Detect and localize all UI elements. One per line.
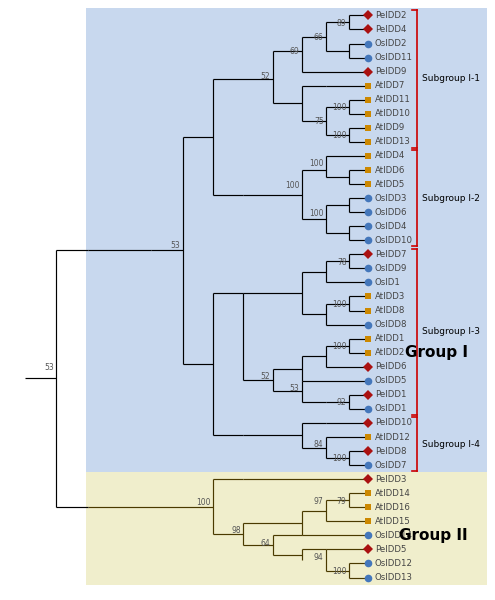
Text: OsIDD2: OsIDD2 <box>375 39 407 48</box>
Text: AtIDD9: AtIDD9 <box>375 124 405 133</box>
Text: 84: 84 <box>314 440 324 449</box>
Text: 100: 100 <box>332 131 346 140</box>
Text: Group I: Group I <box>405 345 468 360</box>
Text: OsIDD4: OsIDD4 <box>375 222 407 231</box>
Text: OsIDD1: OsIDD1 <box>375 404 407 413</box>
Text: 92: 92 <box>337 398 346 407</box>
Text: 53: 53 <box>290 384 299 393</box>
Text: Group II: Group II <box>399 528 468 543</box>
Text: OsIDD13: OsIDD13 <box>375 573 413 582</box>
Text: 64: 64 <box>260 539 270 548</box>
Text: OsIDD9: OsIDD9 <box>375 264 407 273</box>
Text: OsIDD7: OsIDD7 <box>375 461 407 470</box>
Text: 100: 100 <box>332 103 346 112</box>
Text: 52: 52 <box>260 73 270 82</box>
Text: AtIDD3: AtIDD3 <box>375 292 405 301</box>
Text: 100: 100 <box>309 209 324 218</box>
Text: AtIDD5: AtIDD5 <box>375 179 405 188</box>
Text: OsIDD8: OsIDD8 <box>375 320 407 329</box>
Text: AtIDD1: AtIDD1 <box>375 334 405 343</box>
Text: 98: 98 <box>231 526 241 535</box>
Text: 94: 94 <box>314 553 324 562</box>
Text: PeIDD9: PeIDD9 <box>375 67 406 76</box>
Text: 79: 79 <box>337 497 346 506</box>
Text: Subgroup I-2: Subgroup I-2 <box>422 194 480 203</box>
Text: 100: 100 <box>285 181 299 190</box>
Text: OsID1: OsID1 <box>375 278 400 287</box>
Text: AtIDD12: AtIDD12 <box>375 433 410 442</box>
Text: PeIDD10: PeIDD10 <box>375 418 412 427</box>
Text: AtIDD6: AtIDD6 <box>375 166 405 175</box>
Text: 100: 100 <box>332 454 346 463</box>
Text: 53: 53 <box>44 364 54 373</box>
Text: Subgroup I-4: Subgroup I-4 <box>422 440 480 449</box>
Text: AtIDD8: AtIDD8 <box>375 306 405 315</box>
Text: AtIDD15: AtIDD15 <box>375 517 410 526</box>
Text: 100: 100 <box>332 342 346 351</box>
Text: 69: 69 <box>290 47 299 56</box>
Text: 78: 78 <box>337 257 346 266</box>
Text: AtIDD10: AtIDD10 <box>375 109 410 118</box>
Text: Subgroup I-3: Subgroup I-3 <box>422 327 480 336</box>
Text: PeIDD8: PeIDD8 <box>375 446 406 455</box>
Text: AtIDD4: AtIDD4 <box>375 151 405 160</box>
Bar <box>87 472 488 584</box>
Text: AtIDD13: AtIDD13 <box>375 137 410 146</box>
Text: 100: 100 <box>332 300 346 309</box>
Text: 75: 75 <box>314 117 324 126</box>
Text: AtIDD7: AtIDD7 <box>375 81 405 90</box>
Text: AtIDD16: AtIDD16 <box>375 503 410 512</box>
Text: AtIDD2: AtIDD2 <box>375 348 405 357</box>
Text: 97: 97 <box>314 497 324 506</box>
Text: 100: 100 <box>196 497 210 506</box>
Text: AtIDD14: AtIDD14 <box>375 489 410 498</box>
Text: PeIDD7: PeIDD7 <box>375 250 406 259</box>
Text: 52: 52 <box>260 372 270 381</box>
Text: OsIDD5: OsIDD5 <box>375 376 407 385</box>
Text: PeIDD4: PeIDD4 <box>375 25 406 34</box>
Text: PeIDD3: PeIDD3 <box>375 475 406 484</box>
Text: 100: 100 <box>332 567 346 576</box>
Text: PeIDD6: PeIDD6 <box>375 362 406 371</box>
Text: PeIDD5: PeIDD5 <box>375 545 406 554</box>
Text: Subgroup I-1: Subgroup I-1 <box>422 74 480 83</box>
Text: PeIDD1: PeIDD1 <box>375 391 406 400</box>
Text: OsIDD11: OsIDD11 <box>375 53 413 62</box>
Text: 53: 53 <box>170 241 180 250</box>
Text: 100: 100 <box>309 160 324 169</box>
Text: OsIDD12: OsIDD12 <box>375 559 413 568</box>
Bar <box>87 8 488 472</box>
Text: OsIDD3: OsIDD3 <box>375 194 407 203</box>
Text: OsIDD14: OsIDD14 <box>375 531 413 540</box>
Text: PeIDD2: PeIDD2 <box>375 11 406 20</box>
Text: OsIDD6: OsIDD6 <box>375 208 407 217</box>
Text: AtIDD11: AtIDD11 <box>375 95 410 104</box>
Text: 89: 89 <box>337 19 346 28</box>
Text: OsIDD10: OsIDD10 <box>375 236 413 245</box>
Text: 66: 66 <box>314 33 324 42</box>
